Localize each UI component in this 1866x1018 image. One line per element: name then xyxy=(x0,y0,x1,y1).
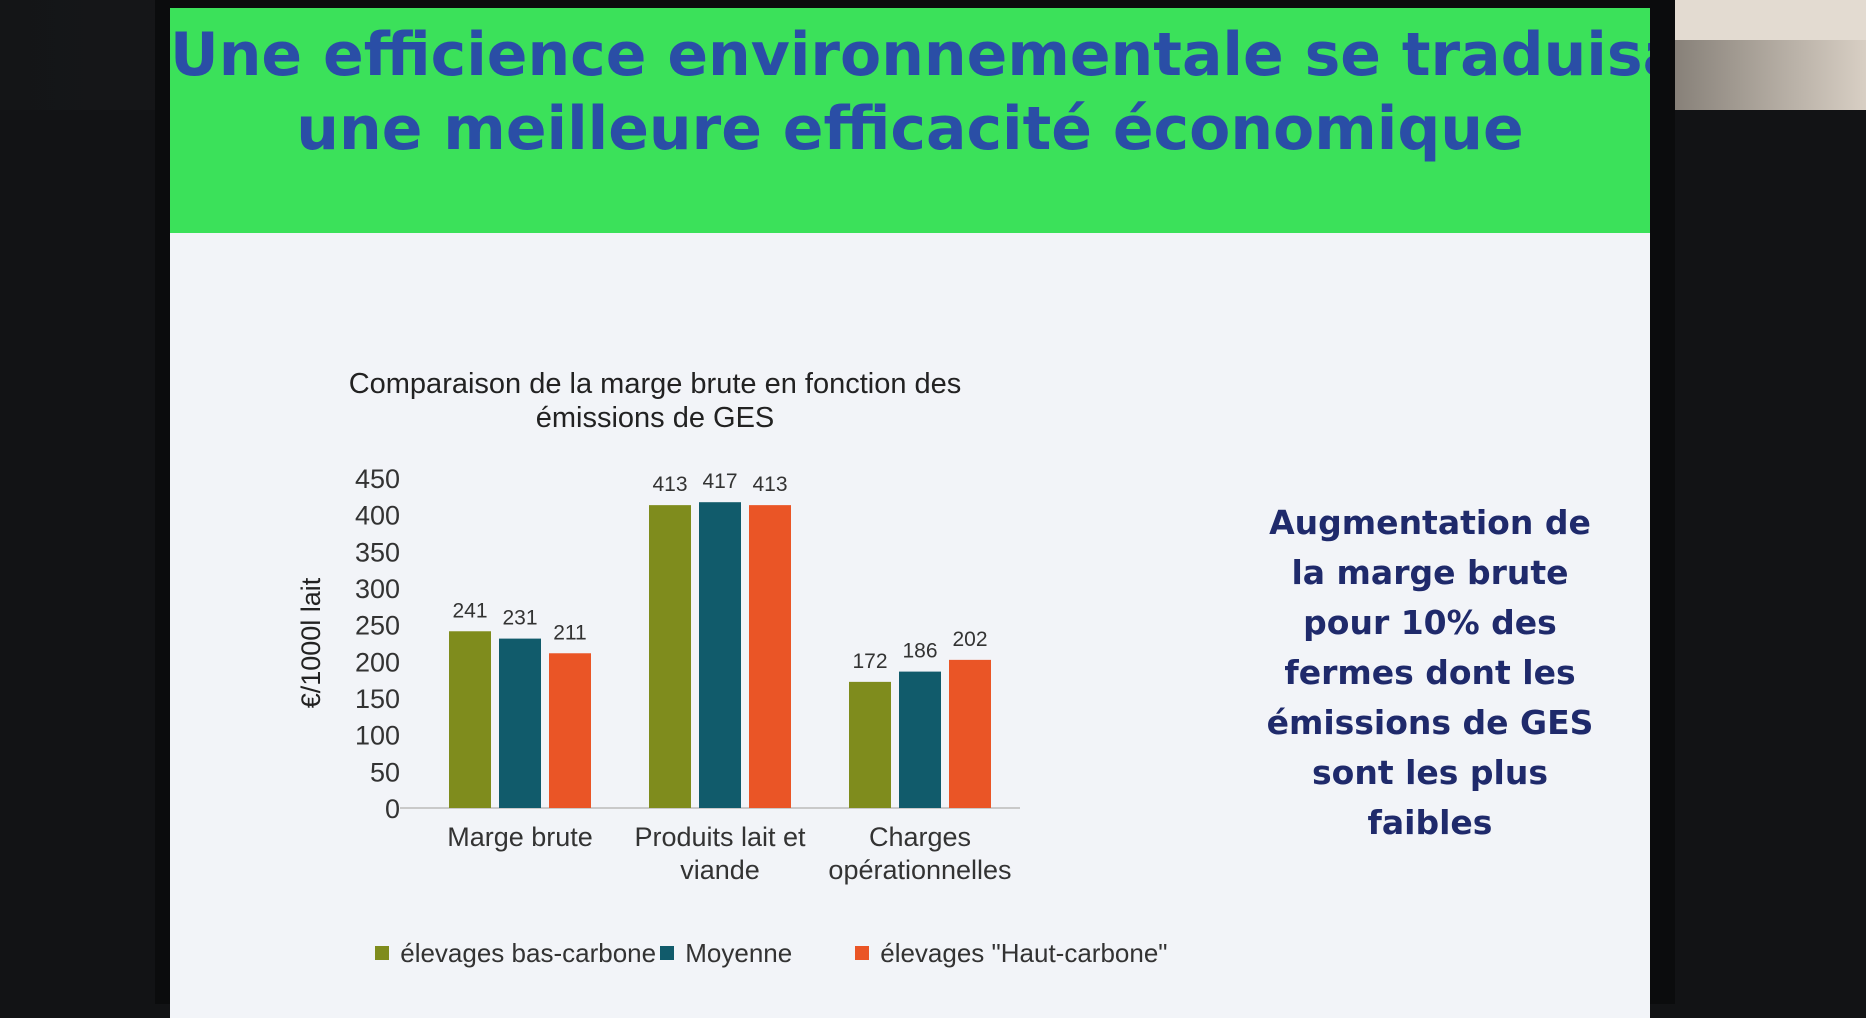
bar xyxy=(649,505,691,808)
bar xyxy=(499,638,541,808)
bar-value-label: 231 xyxy=(502,607,537,630)
slide-title-line-2: une meilleure efficacité économique xyxy=(296,94,1524,164)
side-annotation: Augmentation de la marge brute pour 10% … xyxy=(1266,503,1594,842)
bar xyxy=(749,505,791,808)
bar-value-label: 241 xyxy=(452,599,487,622)
title-band xyxy=(170,8,1650,233)
y-tick-label: 150 xyxy=(355,684,400,714)
y-tick-label: 50 xyxy=(370,757,400,787)
y-tick-label: 250 xyxy=(355,611,400,641)
legend-item-moyenne: Moyenne xyxy=(660,938,792,969)
y-tick-label: 300 xyxy=(355,574,400,604)
chart-legend: élevages bas-carbone Moyenne élevages "H… xyxy=(375,938,1275,978)
legend-label-haut-carbone: élevages "Haut-carbone" xyxy=(880,938,1168,968)
legend-label-bas-carbone: élevages bas-carbone xyxy=(400,938,657,968)
y-tick-label: 350 xyxy=(355,537,400,567)
category-label: Produits lait et viande xyxy=(634,822,806,885)
category-label: Charges opérationnelles xyxy=(828,822,1011,885)
bar xyxy=(849,681,891,808)
legend-swatch-haut-carbone xyxy=(855,946,869,961)
category-label: Marge brute xyxy=(447,822,593,852)
chart-title: Comparaison de la marge brute en fonctio… xyxy=(349,368,962,434)
legend-swatch-moyenne xyxy=(660,946,674,961)
bar xyxy=(549,653,591,808)
bar-value-label: 202 xyxy=(952,628,987,651)
bar-value-label: 413 xyxy=(752,473,787,496)
bar-value-label: 211 xyxy=(553,621,586,644)
y-tick-label: 200 xyxy=(355,647,400,677)
legend-item-haut-carbone: élevages "Haut-carbone" xyxy=(855,938,1168,969)
y-tick-label: 450 xyxy=(355,464,400,494)
bar-value-label: 413 xyxy=(652,473,687,496)
y-axis-label: €/1000l lait xyxy=(296,577,326,708)
bar-value-label: 186 xyxy=(902,640,937,663)
y-tick-label: 100 xyxy=(355,721,400,751)
slide-title: Une efficience environnementale se tradu… xyxy=(170,18,1650,166)
y-tick-label: 0 xyxy=(385,794,400,824)
slide: Une efficience environnementale se tradu… xyxy=(170,8,1650,1018)
slide-title-line-1: Une efficience environnementale se tradu… xyxy=(170,20,1650,90)
legend-swatch-bas-carbone xyxy=(375,946,389,961)
bar-value-label: 417 xyxy=(702,470,737,493)
bar xyxy=(899,671,941,808)
bar xyxy=(449,631,491,808)
legend-item-bas-carbone: élevages bas-carbone xyxy=(375,938,656,969)
legend-label-moyenne: Moyenne xyxy=(685,938,793,968)
bar-value-label: 172 xyxy=(852,650,887,673)
bar-chart: Comparaison de la marge brute en fonctio… xyxy=(296,368,1020,885)
bar xyxy=(949,659,991,808)
bar xyxy=(699,502,741,808)
y-tick-label: 400 xyxy=(355,501,400,531)
